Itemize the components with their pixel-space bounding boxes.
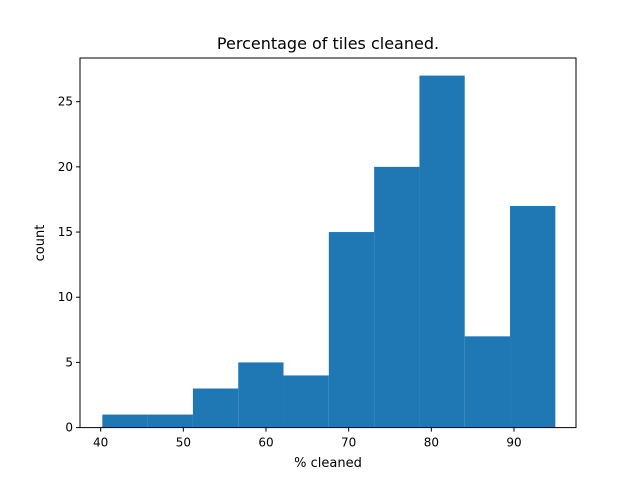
x-tick-label: 50 bbox=[176, 436, 191, 450]
histogram-bar bbox=[419, 75, 465, 428]
x-tick-label: 90 bbox=[506, 436, 521, 450]
histogram-bar bbox=[192, 388, 239, 428]
plot-frame bbox=[79, 57, 577, 429]
y-tick-label: 10 bbox=[58, 290, 73, 304]
y-tick-label: 25 bbox=[58, 95, 73, 109]
x-tick-label: 40 bbox=[93, 436, 108, 450]
histogram-bar bbox=[510, 205, 556, 428]
y-tick-label: 5 bbox=[65, 355, 73, 369]
histogram-bar bbox=[464, 336, 511, 428]
histogram-bar bbox=[283, 375, 329, 428]
histogram-bar bbox=[147, 414, 193, 428]
histogram-bar bbox=[238, 362, 284, 428]
x-ticks-group: 40 50 60 70 80 90 bbox=[93, 427, 522, 450]
bars-group bbox=[102, 75, 556, 428]
y-axis-label: count bbox=[33, 225, 48, 262]
y-tick-label: 15 bbox=[58, 225, 73, 239]
histogram-bar bbox=[374, 166, 420, 428]
y-tick-label: 0 bbox=[65, 421, 73, 435]
chart-title: Percentage of tiles cleaned. bbox=[217, 34, 439, 53]
x-tick-label: 60 bbox=[258, 436, 273, 450]
x-axis-label: % cleaned bbox=[294, 456, 362, 471]
x-tick-label: 70 bbox=[341, 436, 356, 450]
histogram-bar bbox=[102, 414, 148, 428]
x-tick-label: 80 bbox=[424, 436, 439, 450]
y-ticks-group: 0 5 10 15 20 25 bbox=[58, 95, 80, 435]
y-tick-label: 20 bbox=[58, 160, 73, 174]
histogram-bar bbox=[328, 232, 375, 428]
